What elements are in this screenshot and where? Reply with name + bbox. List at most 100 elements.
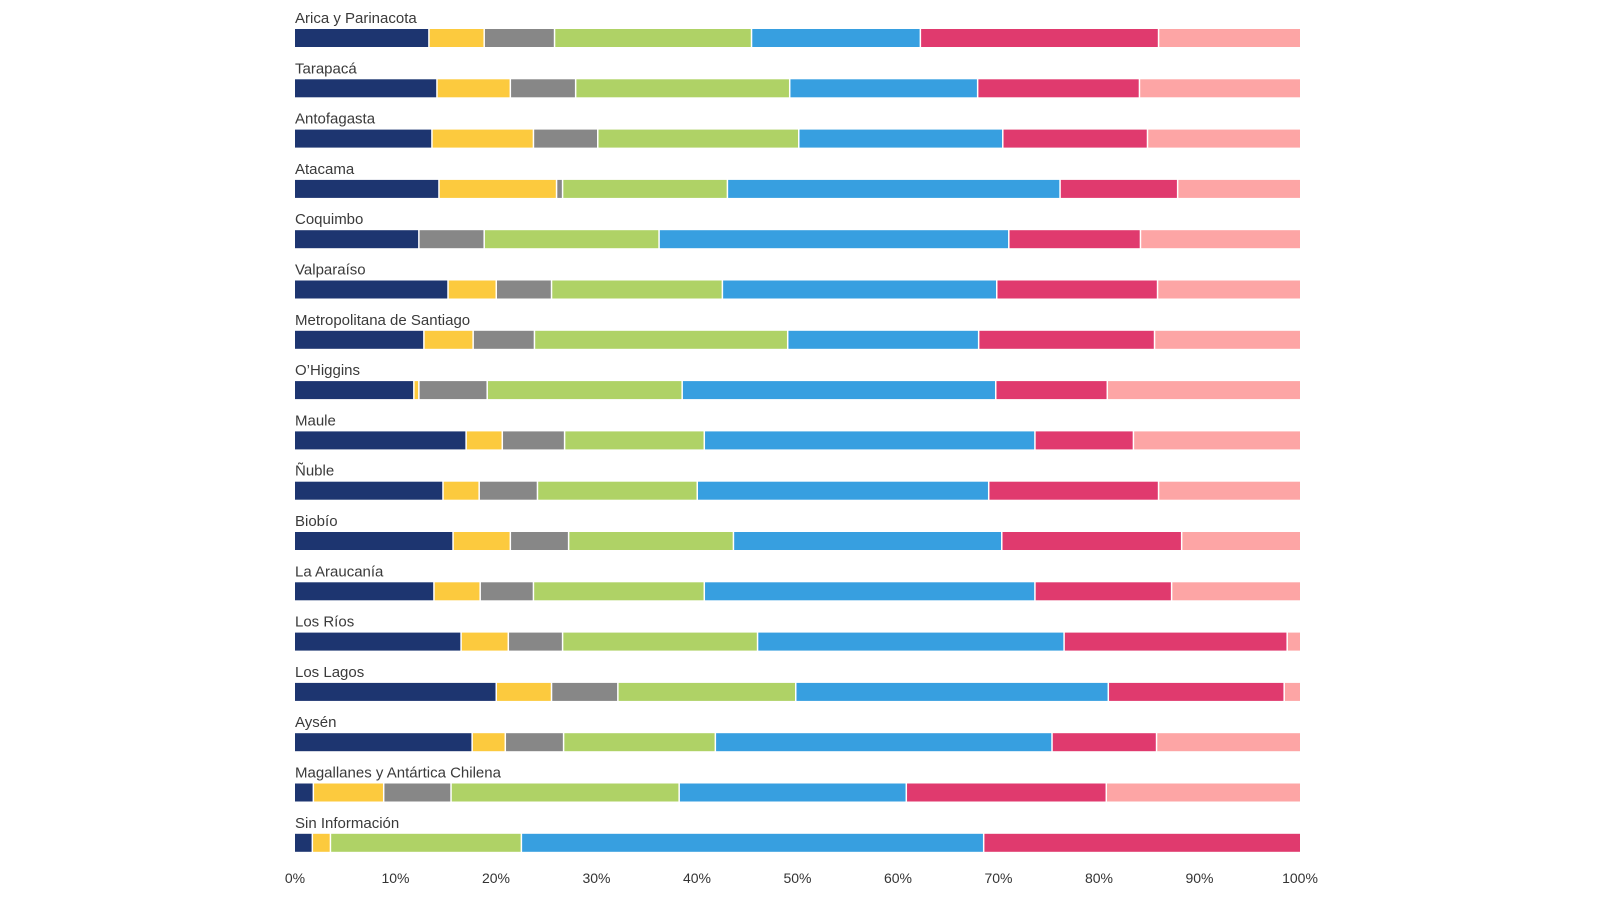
category-label: Ñuble xyxy=(295,463,334,480)
bar-segment xyxy=(295,582,434,601)
bar-segment xyxy=(659,230,1009,249)
bar-segment xyxy=(907,783,1106,802)
bar-segment xyxy=(1134,431,1300,450)
x-tick-label: 90% xyxy=(1185,870,1213,886)
bar-segment xyxy=(799,129,1003,148)
x-tick-label: 30% xyxy=(582,870,610,886)
bar-segment xyxy=(1157,733,1300,752)
bar-segment xyxy=(295,733,472,752)
bar-segment xyxy=(598,129,799,148)
bar-segment xyxy=(295,632,461,651)
bar-segment xyxy=(989,481,1158,500)
bar-segment xyxy=(479,481,537,500)
bar-row: Ñuble xyxy=(295,463,1300,500)
bar-segment xyxy=(295,129,432,148)
bar-segment xyxy=(484,29,554,47)
x-tick-label: 70% xyxy=(984,870,1012,886)
bar-segment xyxy=(295,230,419,249)
bar-segment xyxy=(509,632,562,651)
bar-segment xyxy=(1060,179,1177,198)
category-label: La Araucanía xyxy=(295,563,384,580)
bar-row: Tarapacá xyxy=(295,60,1300,98)
bar-row: Los Lagos xyxy=(295,664,1300,701)
bar-segment xyxy=(984,833,1300,852)
bar-segment xyxy=(434,582,480,601)
bar-segment xyxy=(331,833,521,852)
bar-segment xyxy=(314,783,383,802)
bar-segment xyxy=(1002,532,1181,550)
bar-segment xyxy=(295,280,448,299)
x-tick-label: 10% xyxy=(381,870,409,886)
category-label: O’Higgins xyxy=(295,362,360,379)
bar-segment xyxy=(295,79,437,98)
bar-segment xyxy=(723,280,996,299)
bar-segment xyxy=(796,682,1108,701)
bar-segment xyxy=(534,129,598,148)
bar-segment xyxy=(1141,230,1300,249)
bar-segment xyxy=(313,833,330,852)
category-label: Metropolitana de Santiago xyxy=(295,312,470,329)
bar-segment xyxy=(557,179,562,198)
bar-segment xyxy=(295,481,443,500)
bar-segment xyxy=(1109,682,1284,701)
bar-segment xyxy=(978,79,1139,98)
bar-segment xyxy=(705,582,1035,601)
bar-segment xyxy=(472,733,505,752)
bar-segment xyxy=(384,783,451,802)
bar-segment xyxy=(295,532,453,550)
bar-segment xyxy=(443,481,479,500)
bar-segment xyxy=(563,179,727,198)
bar-row: Valparaíso xyxy=(295,262,1300,299)
bar-segment xyxy=(1182,532,1300,550)
bar-row: Biobío xyxy=(295,513,1300,550)
bar-row: Los Ríos xyxy=(295,614,1300,651)
category-label: Magallanes y Antártica Chilena xyxy=(295,765,502,782)
bar-segment xyxy=(565,431,704,450)
bar-segment xyxy=(511,532,568,550)
bar-row: La Araucanía xyxy=(295,563,1300,601)
bar-row: Metropolitana de Santiago xyxy=(295,312,1300,349)
bar-segment xyxy=(1178,179,1300,198)
bar-segment xyxy=(497,682,551,701)
bar-segment xyxy=(466,431,502,450)
bar-segment xyxy=(437,79,510,98)
bar-segment xyxy=(295,29,429,47)
bar-segment xyxy=(487,381,682,400)
bar-segment xyxy=(429,29,484,47)
bar-segment xyxy=(473,330,534,349)
bar-segment xyxy=(1287,632,1300,651)
bar-segment xyxy=(682,381,995,400)
bar-segment xyxy=(788,330,978,349)
bar-row: Aysén xyxy=(295,714,1300,752)
bar-segment xyxy=(295,682,496,701)
bar-segment xyxy=(979,330,1154,349)
bar-segment xyxy=(419,381,487,400)
bar-segment xyxy=(1052,733,1156,752)
bar-segment xyxy=(1155,330,1300,349)
bar-segment xyxy=(295,381,414,400)
bar-segment xyxy=(555,29,751,47)
category-label: Valparaíso xyxy=(295,262,366,279)
bar-segment xyxy=(419,230,484,249)
bar-segment xyxy=(534,582,704,601)
bar-segment xyxy=(451,783,679,802)
bar-segment xyxy=(522,833,983,852)
bar-segment xyxy=(295,833,312,852)
bar-segment xyxy=(461,632,508,651)
bar-segment xyxy=(295,330,424,349)
bar-rows: Arica y Parinacota Tarapacá Antofagasta Ata… xyxy=(295,10,1300,852)
bar-segment xyxy=(1159,29,1300,47)
bar-segment xyxy=(996,381,1107,400)
category-label: Los Ríos xyxy=(295,614,354,631)
x-tick-label: 20% xyxy=(482,870,510,886)
bar-segment xyxy=(618,682,795,701)
bar-segment xyxy=(1140,79,1300,98)
bar-segment xyxy=(453,532,510,550)
bar-row: O’Higgins xyxy=(295,362,1300,400)
x-axis-ticks: 0% 10% 20% 30% 40% 50% 60% 70% 80% 90% 100% xyxy=(285,870,1318,886)
bar-segment xyxy=(432,129,533,148)
bar-segment xyxy=(1159,481,1300,500)
category-label: Maule xyxy=(295,412,336,429)
x-tick-label: 60% xyxy=(884,870,912,886)
